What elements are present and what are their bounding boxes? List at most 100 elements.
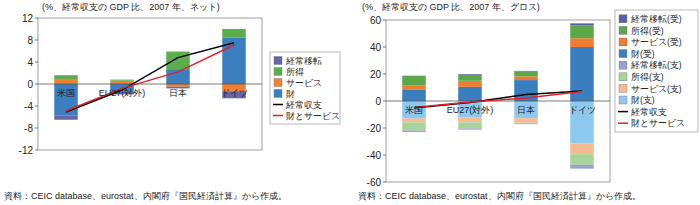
legend-label: 経常移転(支) <box>630 60 682 70</box>
legend-swatch <box>619 61 627 69</box>
series-line <box>414 91 582 108</box>
bar <box>402 85 426 90</box>
bar <box>514 101 538 118</box>
bar <box>570 154 594 165</box>
bar <box>514 123 538 125</box>
tick-mark <box>383 74 386 75</box>
bar <box>458 128 482 129</box>
tick-mark <box>35 62 38 63</box>
tick-label: -60 <box>367 177 382 188</box>
tick-mark <box>383 101 386 102</box>
bar <box>458 81 482 87</box>
legend-label: 財(支) <box>631 95 655 105</box>
bar <box>54 75 78 79</box>
legend-swatch <box>273 115 283 117</box>
legend-swatch <box>618 122 628 124</box>
legend-label: 経常移転 <box>285 56 322 66</box>
bar <box>166 84 190 87</box>
tick-label: 8 <box>27 35 33 46</box>
tick-mark <box>35 106 38 107</box>
category-label: 日本 <box>169 88 187 98</box>
bar <box>402 75 426 76</box>
tick-label: 60 <box>370 15 382 26</box>
axis-title: (%、経常収支の GDP 比、2007 年、ネット) <box>42 2 220 12</box>
bar <box>514 70 538 71</box>
bar <box>514 71 538 76</box>
bar <box>570 144 594 155</box>
category-label: EU27(対外) <box>447 105 494 115</box>
bar <box>402 131 426 132</box>
legend-label: 財とサービス <box>286 111 340 121</box>
chart: (%、経常収支の GDP 比、2007 年、グロス)-60-40-2002040… <box>358 2 698 201</box>
legend-label: 経常収支 <box>285 100 322 110</box>
legend-swatch <box>619 96 627 104</box>
tick-mark <box>383 182 386 183</box>
series-line <box>66 43 234 112</box>
tick-label: 4 <box>27 57 33 68</box>
tick-mark <box>35 150 38 151</box>
legend-swatch <box>619 84 627 92</box>
category-label: EU27(対外) <box>99 88 146 98</box>
tick-label: -40 <box>367 150 382 161</box>
tick-mark <box>383 155 386 156</box>
bar <box>570 165 594 169</box>
tick-label: -4 <box>24 101 33 112</box>
marks <box>386 23 610 168</box>
legend: 経常移転(受) 所得(受)サービス(受) 財(受)経常移転(支) 所得(支) サービス(… <box>615 10 698 132</box>
bar <box>458 75 482 81</box>
bar <box>570 25 594 38</box>
legend-swatch <box>274 57 282 65</box>
legend-label: 所得(支) <box>631 72 664 82</box>
bar <box>514 76 538 80</box>
tick-mark <box>383 128 386 129</box>
category-label: 米国 <box>57 88 75 98</box>
bar <box>110 80 134 81</box>
legend-label: 財(受) <box>631 49 655 59</box>
legend-label: 経常移転(受) <box>630 14 682 24</box>
tick-label: 0 <box>27 79 33 90</box>
tick-mark <box>35 128 38 129</box>
legend-label: 所得 <box>286 67 304 77</box>
legend-label: 所得(受) <box>631 26 664 36</box>
plot-frame <box>386 20 610 182</box>
tick-label: -12 <box>19 145 34 156</box>
tick-mark <box>383 47 386 48</box>
bar <box>402 76 426 85</box>
bar <box>222 29 246 38</box>
legend-box <box>615 10 698 132</box>
legend-label: 財とサービス <box>631 118 685 128</box>
bar <box>166 52 190 70</box>
bar <box>458 122 482 128</box>
tick-label: 12 <box>22 13 34 24</box>
bar <box>458 74 482 76</box>
bar <box>402 101 426 119</box>
tick-mark <box>35 84 38 85</box>
legend-swatch <box>274 90 282 98</box>
bar <box>514 122 538 124</box>
bar <box>458 87 482 101</box>
legend-label: サービス(支) <box>631 84 682 94</box>
tick-label: 0 <box>375 96 381 107</box>
legend-label: 財 <box>286 89 295 99</box>
axis-title: (%、経常収支の GDP 比、2007 年、グロス) <box>362 2 540 12</box>
category-label: ドイツ <box>221 88 248 98</box>
legend-label: サービス(受) <box>631 37 682 47</box>
legend: 経常移転所得サービス財経常収支財とサービス <box>270 52 340 124</box>
tick-mark <box>35 18 38 19</box>
series-line <box>414 91 582 107</box>
bar <box>402 122 426 130</box>
bar <box>110 81 134 84</box>
plot-frame <box>38 18 262 150</box>
tick-mark <box>35 40 38 41</box>
source-note: 資料：CEIC database、eurostat、内閣府『国民経済計算』から作… <box>4 191 287 201</box>
bar <box>54 79 78 84</box>
bar <box>458 117 482 122</box>
legend-swatch <box>618 111 628 113</box>
bar <box>570 38 594 47</box>
legend-swatch <box>274 68 282 76</box>
tick-label: 20 <box>370 69 382 80</box>
category-label: 日本 <box>517 105 535 115</box>
bar <box>570 23 594 25</box>
bar <box>514 118 538 122</box>
category-label: ドイツ <box>569 105 596 115</box>
